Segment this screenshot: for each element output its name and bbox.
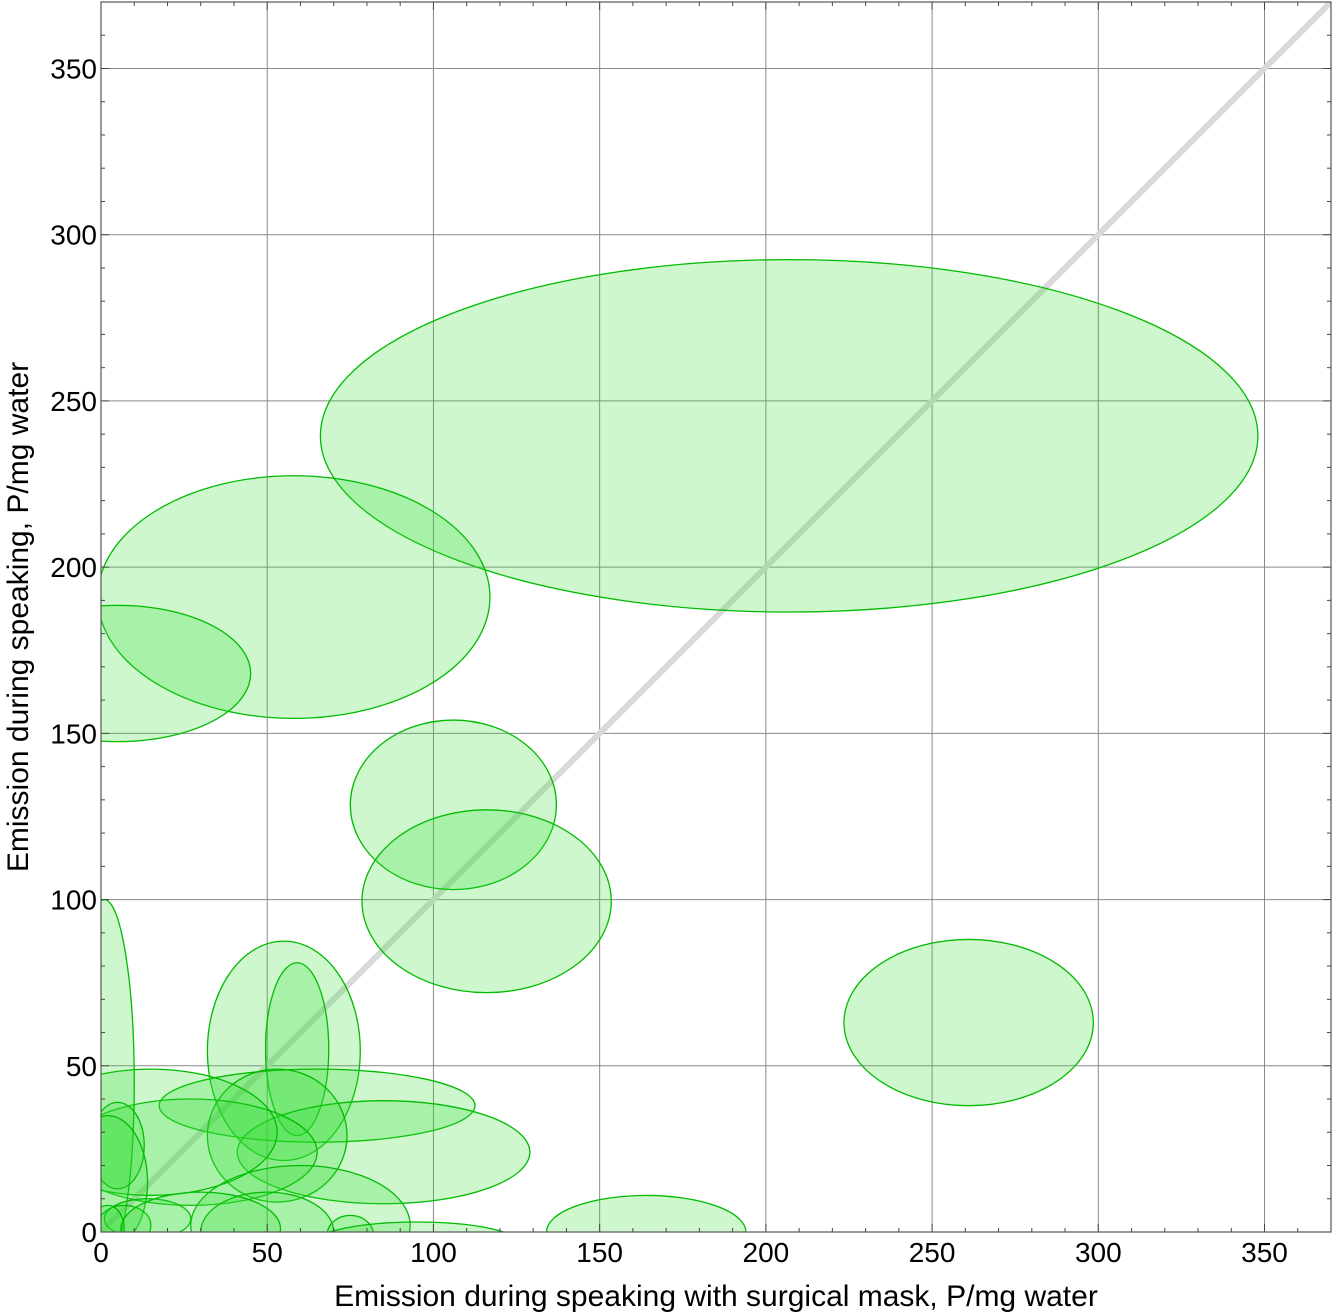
y-tick-label: 150 [50,718,97,749]
x-tick-labels: 0 50 100 150 200 250 300 350 [93,1237,1288,1268]
x-tick-label: 50 [252,1237,283,1268]
data-ellipse [200,1191,335,1232]
data-ellipse [328,1221,506,1232]
y-tick-label: 200 [50,552,97,583]
x-axis-label: Emission during speaking with surgical m… [334,1280,1098,1313]
y-tick-label: 0 [81,1217,97,1248]
data-ellipse [101,1204,125,1232]
x-tick-label: 250 [909,1237,956,1268]
x-tick-label: 0 [93,1237,109,1268]
data-ellipse [349,719,558,891]
y-tick-label: 300 [50,220,97,251]
data-ellipse [326,1214,374,1232]
data-ellipse [361,809,612,994]
plot-frame [100,1,1332,1233]
data-ellipse [101,1101,145,1190]
data-ellipse [101,1098,318,1207]
y-axis-label: Emission during speaking, P/mg water [2,362,35,872]
data-ellipse [101,604,252,743]
data-ellipse [843,938,1094,1107]
y-tick-labels: 0 50 100 150 200 250 300 350 [50,53,97,1248]
data-ellipse [236,1100,531,1205]
y-tick-label: 350 [50,53,97,84]
y-tick-label: 250 [50,386,97,417]
reference-diagonal-line [101,2,1331,1232]
data-ellipse [319,258,1259,613]
y-tick-label: 100 [50,885,97,916]
x-tick-label: 100 [410,1237,457,1268]
data-ellipse [101,475,491,720]
data-ellipse [101,1068,278,1197]
data-ellipses [101,258,1259,1232]
data-ellipse [101,1204,152,1232]
x-tick-label: 200 [743,1237,790,1268]
data-ellipse [101,1115,149,1232]
x-tick-label: 350 [1241,1237,1288,1268]
reference-line-layer [101,2,1331,1232]
data-ellipse [264,962,330,1137]
y-tick-label: 50 [66,1051,97,1082]
data-ellipse [120,1191,282,1232]
grid-lines [101,2,1331,1232]
x-tick-label: 300 [1075,1237,1122,1268]
x-tick-label: 150 [576,1237,623,1268]
